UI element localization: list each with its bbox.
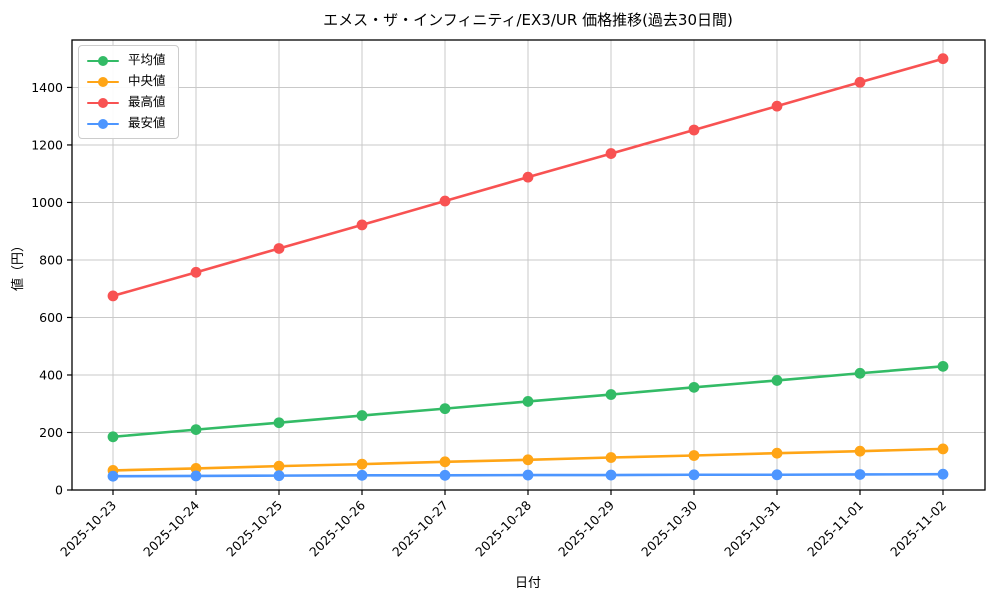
data-point [107,470,119,482]
legend-marker-icon [87,96,119,110]
x-tick-label: 2025-10-26 [306,497,368,559]
tick-labels: 2025-10-23 2025-10-24 2025-10-25 2025-10-26… [31,80,949,560]
x-tick-label: 2025-10-29 [555,497,617,559]
data-point [190,470,202,482]
data-point [273,470,285,482]
data-point [190,424,202,436]
data-point [605,148,617,159]
data-point [688,469,700,481]
x-axis-title: 日付 [515,576,541,591]
data-point [771,469,783,481]
legend-label: 平均値 [128,52,166,68]
chart-title: エメス・ザ・インフィニティ/EX3/UR 価格推移(過去30日間) [323,11,733,29]
data-point [771,375,783,386]
data-point [605,469,617,481]
x-tick-label: 2025-10-30 [638,497,700,559]
data-point [854,367,866,379]
y-tick-label: 0 [55,483,63,498]
data-point [937,443,949,455]
legend-item-中央値: 中央値 [87,72,166,91]
data-point [937,360,949,372]
y-tick-label: 1200 [31,137,63,152]
y-tick-label: 600 [39,310,63,325]
data-point [854,469,866,480]
data-point [522,454,534,466]
series-layer [107,53,949,482]
data-point [107,431,119,443]
x-tick-label: 2025-10-28 [472,497,534,559]
x-tick-label: 2025-10-23 [57,498,119,560]
y-tick-label: 800 [39,252,63,267]
y-tick-label: 1000 [31,195,63,210]
y-tick-label: 200 [39,425,63,440]
data-point [522,171,534,183]
data-point [356,469,368,481]
data-point [854,445,866,457]
data-point [522,396,534,407]
data-point [356,219,368,231]
data-point [190,463,202,474]
data-point [273,460,285,472]
legend-marker-icon [87,54,119,68]
gridlines [72,40,985,491]
data-point [688,450,700,461]
x-tick-label: 2025-10-25 [223,498,285,560]
data-point [854,76,866,88]
series-最高値 [107,53,949,302]
series-平均値 [107,360,949,443]
data-point [190,266,202,278]
series-最安値 [107,468,949,482]
legend-label: 中央値 [128,73,166,89]
chart-legend: 平均値中央値最高値最安値 [78,45,179,139]
data-point [937,468,949,480]
data-point [439,403,451,415]
x-tick-label: 2025-11-02 [887,498,949,560]
axis-ticks [67,86,944,495]
y-tick-label: 1400 [31,80,63,95]
data-point [937,53,949,65]
data-point [522,469,534,481]
legend-item-平均値: 平均値 [87,51,166,70]
y-tick-label: 400 [39,367,63,382]
x-tick-label: 2025-10-31 [721,498,783,560]
data-point [356,458,368,470]
legend-item-最安値: 最安値 [87,114,166,133]
x-tick-label: 2025-10-24 [140,497,202,559]
data-point [439,469,451,481]
y-axis-title: 値（円） [10,239,26,291]
legend-label: 最高値 [128,94,166,110]
data-point [688,124,700,136]
legend-marker-icon [87,117,119,131]
data-point [605,452,617,463]
data-point [273,243,285,254]
data-point [107,290,119,302]
data-point [688,381,700,393]
data-point [771,100,783,112]
data-point [439,195,451,207]
x-tick-label: 2025-10-27 [389,498,451,560]
data-point [439,456,451,468]
data-point [273,417,285,429]
legend-label: 最安値 [128,115,166,131]
data-point [605,389,617,400]
legend-marker-icon [87,75,119,89]
data-point [356,410,368,421]
legend-item-最高値: 最高値 [87,93,166,112]
x-tick-label: 2025-11-01 [804,498,866,560]
data-point [771,447,783,459]
